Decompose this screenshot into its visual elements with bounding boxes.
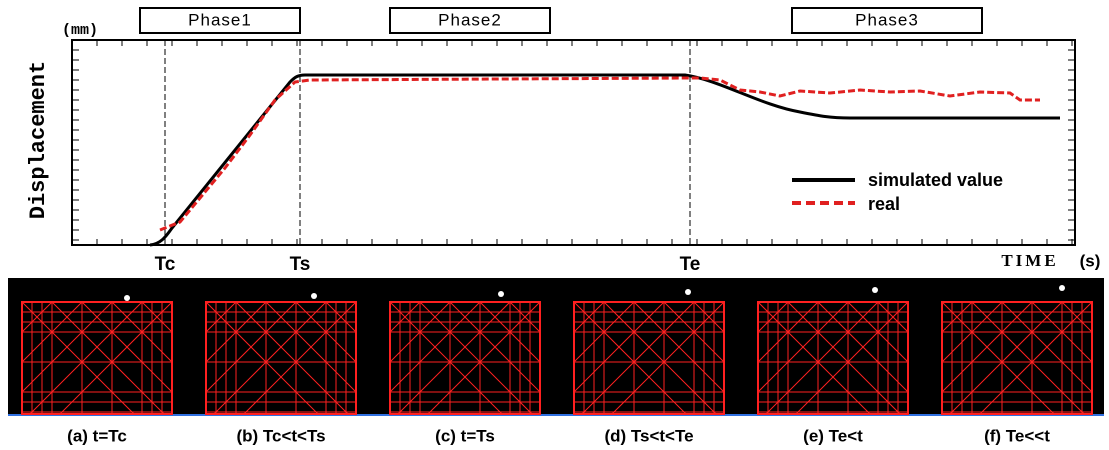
caption: (c) t=Ts xyxy=(435,426,495,445)
marker-dot xyxy=(498,291,504,297)
plot-frame xyxy=(72,40,1075,245)
phase-label: Phase3 xyxy=(855,10,919,29)
frame-ticks xyxy=(72,40,1075,245)
caption: (b) Tc<t<Ts xyxy=(236,426,325,445)
legend-label: real xyxy=(868,194,900,214)
figure: Phase1 Phase2 Phase3 (mm) Displacement s… xyxy=(0,0,1109,450)
time-mark: Tc xyxy=(155,254,176,275)
marker-dot xyxy=(872,287,878,293)
caption: (e) Te<t xyxy=(803,426,863,445)
marker-dot xyxy=(685,289,691,295)
x-axis-unit: (s) xyxy=(1080,251,1101,270)
marker-dot xyxy=(311,293,317,299)
real-curve xyxy=(160,78,1040,230)
y-axis-label: Displacement xyxy=(26,61,51,219)
x-axis-label: TIME xyxy=(1001,251,1058,270)
captions: (a) t=Tc (b) Tc<t<Ts (c) t=Ts (d) Ts<t<Te (e… xyxy=(67,426,1050,445)
caption: (a) t=Tc xyxy=(67,426,127,445)
marker-dot xyxy=(1059,285,1065,291)
caption: (d) Ts<t<Te xyxy=(604,426,693,445)
time-mark: Ts xyxy=(290,254,311,275)
caption: (f) Te<<t xyxy=(984,426,1050,445)
legend-label: simulated value xyxy=(868,170,1003,190)
unit: (mm) xyxy=(62,22,98,39)
phase-label: Phase1 xyxy=(188,10,252,29)
time-mark: Te xyxy=(680,254,701,275)
phase-label: Phase2 xyxy=(438,10,502,29)
marker-dot xyxy=(124,295,130,301)
simulated-curve xyxy=(150,75,1060,245)
